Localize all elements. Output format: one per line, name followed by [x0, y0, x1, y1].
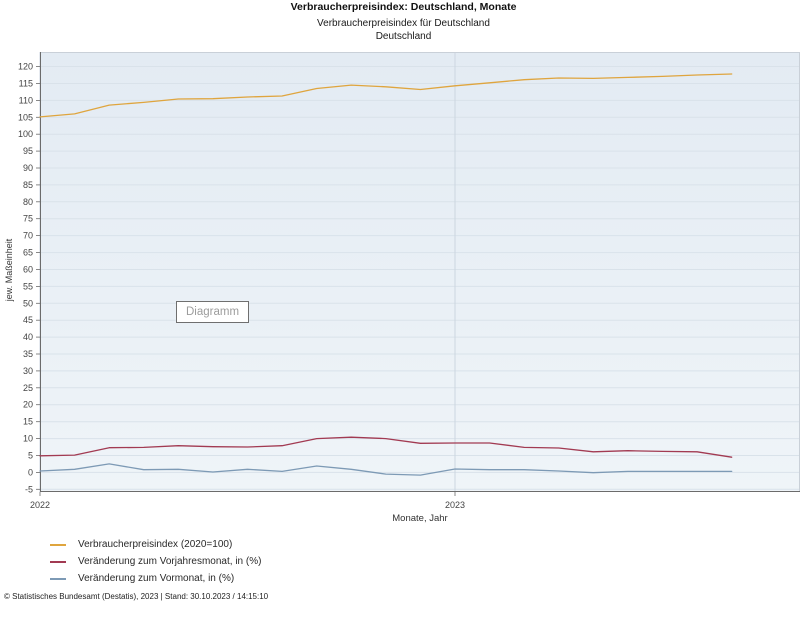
y-tick-label: 120: [18, 62, 33, 72]
y-tick-label: 15: [23, 417, 33, 427]
y-axis-title: jew. Maßeinheit: [4, 238, 14, 302]
x-tick-label: 2022: [30, 500, 50, 510]
y-tick-label: -5: [25, 484, 33, 494]
y-tick-label: 10: [23, 434, 33, 444]
y-tick-label: 35: [23, 349, 33, 359]
plot-svg: -5 0 5 10 15 20 25 30 35 40 45 50 55 60 65 70 75 80 85 90 95…: [18, 52, 800, 510]
y-tick-label: 5: [28, 451, 33, 461]
legend-item: Verbraucherpreisindex (2020=100): [50, 536, 261, 553]
x-tick-label: 2023: [445, 500, 465, 510]
x-axis-title: Monate, Jahr: [392, 513, 448, 524]
legend-label: Veränderung zum Vormonat, in (%): [78, 573, 235, 584]
legend-item: Veränderung zum Vorjahresmonat, in (%): [50, 553, 261, 570]
y-tick-label: 85: [23, 180, 33, 190]
y-tick-label: 50: [23, 298, 33, 308]
y-tick-label: 60: [23, 265, 33, 275]
y-tick-label: 90: [23, 163, 33, 173]
chart-subtitle-region: Deutschland: [375, 31, 432, 42]
y-tick-label: 0: [28, 467, 33, 477]
series-line-0: [39, 73, 733, 118]
plot-area: [40, 52, 800, 492]
y-tick-label: 45: [23, 315, 33, 325]
copyright-note: © Statistisches Bundesamt (Destatis), 20…: [4, 592, 269, 601]
series-line-1: [39, 436, 733, 458]
legend-swatch: [50, 560, 66, 563]
legend: Verbraucherpreisindex (2020=100) Veränder…: [50, 536, 261, 587]
y-tick-label: 70: [23, 231, 33, 241]
y-tick-label: 20: [23, 400, 33, 410]
y-tick-label: 80: [23, 197, 33, 207]
y-tick-label: 95: [23, 146, 33, 156]
y-tick-label: 115: [19, 79, 33, 89]
legend-label: Verbraucherpreisindex (2020=100): [78, 539, 233, 550]
page-title: Verbraucherpreisindex: Deutschland, Mona…: [290, 1, 517, 13]
y-tick-label: 65: [23, 248, 33, 258]
y-tick-label: 30: [23, 366, 33, 376]
series-line-2: [39, 463, 733, 476]
y-tick-label: 55: [23, 281, 33, 291]
legend-swatch: [50, 543, 66, 546]
y-tick-label: 110: [19, 95, 33, 105]
y-tick-label: 105: [18, 112, 33, 122]
y-tick-label: 100: [18, 129, 33, 139]
y-tick-label: 75: [23, 214, 33, 224]
y-tick-label: 40: [23, 332, 33, 342]
y-tick-label: 25: [23, 383, 33, 393]
legend-label: Veränderung zum Vorjahresmonat, in (%): [78, 556, 262, 567]
chart-subtitle: Verbraucherpreisindex für Deutschland: [317, 18, 490, 29]
legend-item: Veränderung zum Vormonat, in (%): [50, 570, 261, 587]
chart-area: -5 0 5 10 15 20 25 30 35 40 45 50 55 60 65 70 75 80 85 90 95…: [0, 45, 807, 525]
diagramm-drag-label[interactable]: Diagramm: [176, 301, 250, 323]
legend-swatch: [50, 577, 66, 580]
